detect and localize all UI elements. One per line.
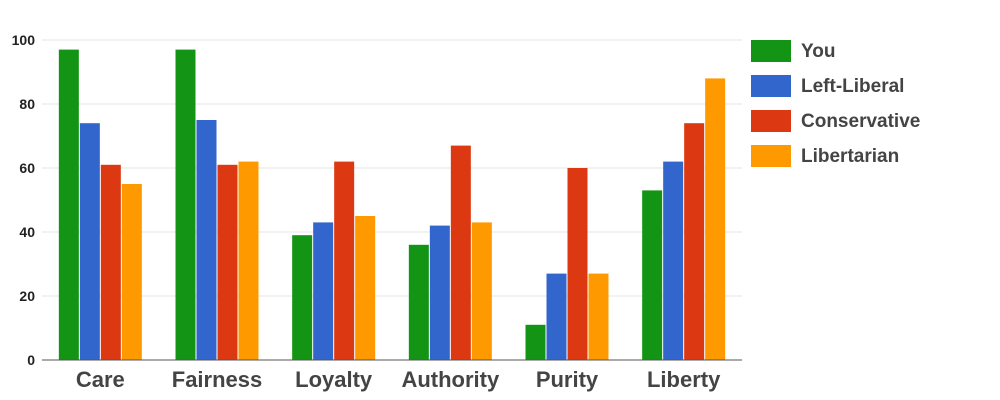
- legend-label: Left-Liberal: [801, 76, 904, 97]
- bar-you-liberty: [642, 190, 663, 360]
- bar-you-purity: [525, 324, 546, 360]
- legend-swatch-libertarian: [751, 145, 791, 167]
- legend-label: You: [801, 41, 835, 62]
- legend-swatch-you: [751, 40, 791, 62]
- x-tick-label: Authority: [401, 367, 500, 392]
- bar-conservative-loyalty: [334, 161, 355, 360]
- legend-label: Libertarian: [801, 146, 899, 167]
- y-tick-label: 40: [19, 224, 35, 240]
- bar-libertarian-authority: [471, 222, 492, 360]
- x-tick-label: Fairness: [172, 367, 263, 392]
- bar-left-liberal-fairness: [196, 120, 217, 360]
- bar-conservative-liberty: [684, 123, 705, 360]
- legend: You Left-Liberal Conservative Libertarian: [751, 40, 920, 167]
- y-tick-label: 100: [12, 32, 36, 48]
- bars: [58, 49, 726, 361]
- bar-left-liberal-purity: [546, 273, 567, 360]
- bar-left-liberal-care: [79, 123, 100, 360]
- x-tick-label: Purity: [536, 367, 599, 392]
- axes: 0 20 40 60 80 100 Care Fairness Loyalty Authority…: [12, 32, 742, 392]
- y-tick-label: 80: [19, 96, 35, 112]
- x-tick-label: Care: [76, 367, 125, 392]
- bar-you-care: [58, 49, 79, 360]
- y-tick-label: 60: [19, 160, 35, 176]
- bar-you-loyalty: [292, 235, 313, 360]
- bar-libertarian-liberty: [705, 78, 726, 361]
- bar-conservative-authority: [450, 145, 471, 360]
- legend-swatch-conservative: [751, 110, 791, 132]
- x-tick-label: Loyalty: [295, 367, 373, 392]
- bar-left-liberal-authority: [429, 225, 450, 360]
- bar-libertarian-purity: [588, 273, 609, 360]
- legend-label: Conservative: [801, 111, 920, 132]
- bar-left-liberal-loyalty: [313, 222, 334, 360]
- y-tick-label: 20: [19, 288, 35, 304]
- bar-conservative-purity: [567, 168, 588, 360]
- bar-libertarian-loyalty: [355, 216, 376, 360]
- bar-conservative-care: [100, 164, 121, 360]
- gridlines: [42, 39, 742, 297]
- legend-swatch-left-liberal: [751, 75, 791, 97]
- bar-libertarian-fairness: [238, 161, 259, 360]
- x-tick-label: Liberty: [647, 367, 721, 392]
- bar-left-liberal-liberty: [663, 161, 684, 360]
- bar-libertarian-care: [121, 184, 142, 360]
- bar-conservative-fairness: [217, 164, 238, 360]
- y-tick-label: 0: [27, 352, 35, 368]
- bar-you-fairness: [175, 49, 196, 360]
- bar-you-authority: [408, 244, 429, 360]
